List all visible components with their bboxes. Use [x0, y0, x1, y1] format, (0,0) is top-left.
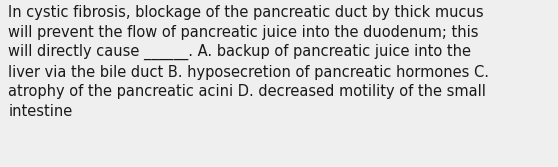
- Text: In cystic fibrosis, blockage of the pancreatic duct by thick mucus
will prevent : In cystic fibrosis, blockage of the panc…: [8, 5, 489, 119]
